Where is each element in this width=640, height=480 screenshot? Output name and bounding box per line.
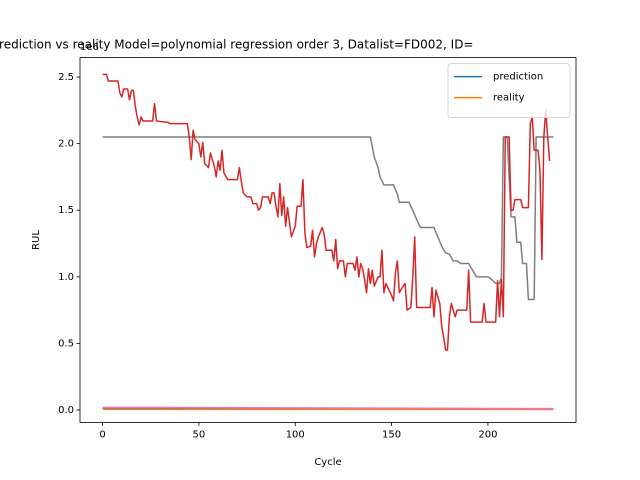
- y-tick-label: 0.5: [58, 338, 74, 349]
- y-offset-label: 1e6: [80, 42, 99, 53]
- y-tick-label: 2.5: [58, 72, 74, 83]
- y-axis-label: RUL: [31, 230, 42, 250]
- x-tick-label: 150: [382, 429, 401, 440]
- legend-label: reality: [493, 93, 525, 104]
- legend-label: prediction: [493, 72, 543, 83]
- y-tick-label: 2.0: [58, 139, 74, 150]
- x-tick-label: 50: [193, 429, 206, 440]
- y-tick-label: 0.0: [58, 405, 74, 416]
- y-tick-label: 1.0: [58, 272, 74, 283]
- x-axis-label: Cycle: [314, 457, 341, 468]
- chart-title: Prediction vs reality Model=polynomial r…: [0, 38, 473, 52]
- y-tick-label: 1.5: [58, 205, 74, 216]
- plot-frame: [79, 57, 577, 423]
- x-tick-label: 100: [286, 429, 305, 440]
- line: [102, 136, 554, 301]
- line: [102, 73, 551, 351]
- x-tick-label: 200: [478, 429, 497, 440]
- x-tick-label: 0: [99, 429, 105, 440]
- line: [102, 406, 554, 410]
